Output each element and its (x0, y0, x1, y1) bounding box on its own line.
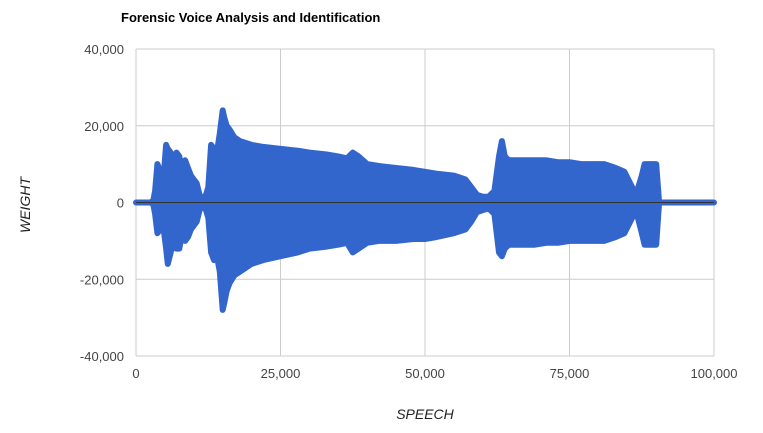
x-axis-title: SPEECH (396, 406, 454, 422)
x-tick-label: 50,000 (405, 366, 445, 381)
x-tick-label: 25,000 (261, 366, 301, 381)
y-axis-title: WEIGHT (17, 176, 33, 233)
x-axis-ticks: 0 25,000 50,000 75,000 100,000 (132, 366, 737, 381)
y-tick-label: 20,000 (84, 119, 124, 134)
y-axis-ticks: 40,000 20,000 0 -20,000 -40,000 (80, 42, 124, 364)
y-tick-label: 0 (117, 196, 124, 211)
x-tick-label: 0 (132, 366, 139, 381)
x-tick-label: 75,000 (550, 366, 590, 381)
y-tick-label: 40,000 (84, 42, 124, 57)
y-tick-label: -20,000 (80, 272, 124, 287)
y-tick-label: -40,000 (80, 349, 124, 364)
x-tick-label: 100,000 (691, 366, 738, 381)
chart-title: Forensic Voice Analysis and Identificati… (121, 10, 380, 25)
